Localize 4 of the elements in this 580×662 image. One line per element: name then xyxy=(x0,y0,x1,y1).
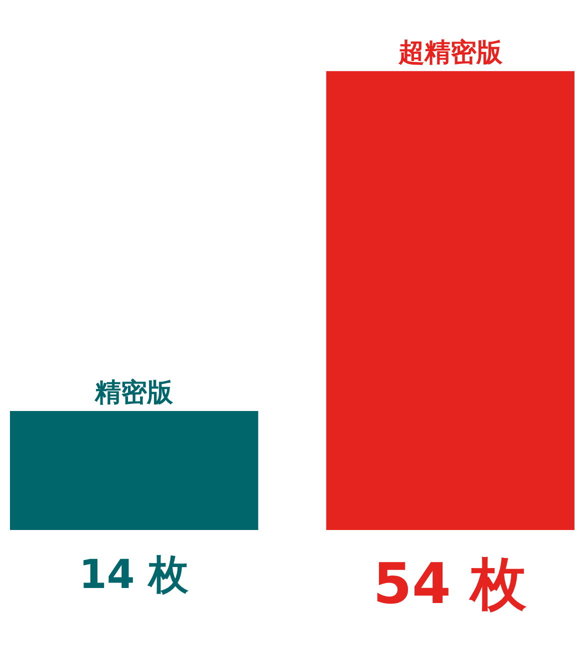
x-tick-label: 超精密版 xyxy=(397,38,504,68)
x-tick-label: 精密版 xyxy=(94,378,174,408)
data-label: 14 枚 xyxy=(79,552,190,598)
data-label: 54 枚 xyxy=(373,552,528,617)
